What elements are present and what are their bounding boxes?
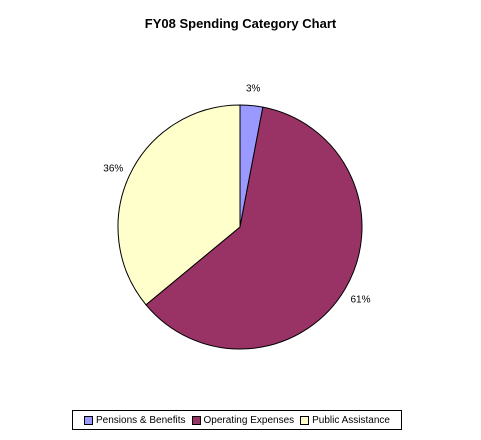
- legend-item-public-assistance: Public Assistance: [300, 415, 390, 426]
- legend-label-operating: Operating Expenses: [203, 414, 295, 426]
- pie-label-operating: 61%: [350, 294, 370, 305]
- pie-label-pensions: 3%: [246, 84, 261, 95]
- pie-slice-public-assistance: [117, 104, 241, 306]
- legend-label-public-assistance: Public Assistance: [312, 414, 390, 426]
- pie-labels: 3% 61% 36%: [103, 84, 370, 306]
- pie-slice-operating: [145, 106, 363, 350]
- legend-swatch-operating: [191, 415, 201, 425]
- legend-swatch-public-assistance: [300, 415, 310, 425]
- legend: Pensions & Benefits Operating Expenses P…: [72, 410, 402, 430]
- legend-item-operating: Operating Expenses: [191, 414, 295, 426]
- legend-item-pensions: Pensions & Benefits: [84, 415, 186, 426]
- pie-slices: [117, 104, 363, 350]
- pie-chart: 3% 61% 36%: [103, 84, 371, 350]
- pie-label-public-assistance: 36%: [103, 163, 123, 174]
- legend-label-pensions: Pensions & Benefits: [96, 414, 186, 426]
- legend-swatch-pensions: [84, 415, 94, 425]
- chart-title: FY08 Spending Category Chart: [144, 16, 337, 31]
